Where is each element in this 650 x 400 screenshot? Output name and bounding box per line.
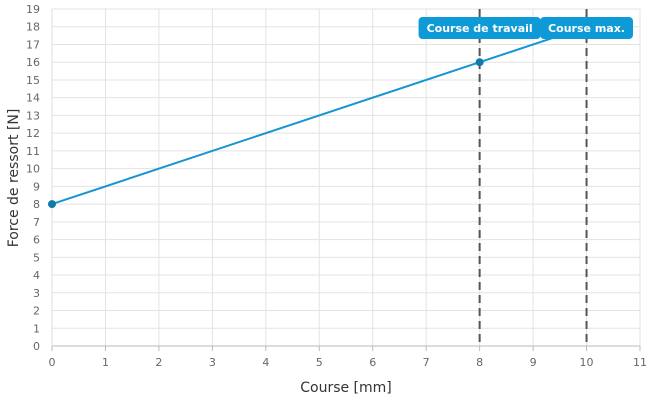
- grid: [51, 8, 641, 347]
- y-tick-label: 16: [26, 56, 40, 69]
- y-tick-label: 10: [26, 163, 40, 176]
- x-tick-label: 4: [262, 356, 269, 369]
- y-tick-label: 6: [33, 234, 40, 247]
- y-tick-label: 8: [33, 198, 40, 211]
- y-tick-label: 3: [33, 287, 40, 300]
- x-tick-label: 8: [476, 356, 483, 369]
- annotation-text: Course max.: [548, 22, 625, 35]
- tick-labels: 0 1 2 3 4 5 6 7 8 9 10 1101234567891011121314151617…: [26, 3, 647, 369]
- x-tick-label: 10: [580, 356, 594, 369]
- axes: [51, 9, 641, 351]
- y-tick-label: 0: [33, 340, 40, 353]
- y-tick-label: 5: [33, 251, 40, 264]
- y-tick-label: 2: [33, 305, 40, 318]
- y-tick-label: 4: [33, 269, 40, 282]
- annotation-box: [540, 17, 633, 39]
- y-tick-label: 11: [26, 145, 40, 158]
- x-tick-label: 2: [155, 356, 162, 369]
- series: [48, 25, 587, 209]
- annotation-text: Course de travail: [427, 22, 533, 35]
- x-tick-label: 6: [369, 356, 376, 369]
- x-axis-title: Course [mm]: [300, 380, 392, 396]
- annotation-box: [418, 17, 541, 39]
- y-tick-label: 13: [26, 109, 40, 122]
- data-point: [48, 200, 56, 209]
- annotation-label: Course max.: [540, 17, 633, 39]
- y-tick-label: 12: [26, 127, 40, 140]
- y-tick-label: 7: [33, 216, 40, 229]
- annotation-label: Course de travail: [418, 17, 541, 39]
- x-tick-label: 9: [530, 356, 537, 369]
- y-tick-label: 14: [26, 92, 40, 105]
- y-axis-title: Force de ressort [N]: [6, 109, 22, 248]
- x-tick-label: 5: [316, 356, 323, 369]
- y-tick-label: 1: [33, 322, 40, 335]
- x-tick-label: 1: [102, 356, 109, 369]
- y-tick-label: 15: [26, 74, 40, 87]
- y-tick-label: 9: [33, 180, 40, 193]
- x-tick-label: 11: [633, 356, 647, 369]
- annotations: Course de travail Course max.: [418, 17, 633, 39]
- data-point: [475, 58, 484, 67]
- y-tick-label: 18: [26, 21, 40, 34]
- x-tick-label: 3: [209, 356, 216, 369]
- y-tick-label: 17: [26, 38, 40, 51]
- x-tick-label: 0: [49, 356, 56, 369]
- y-tick-label: 19: [26, 3, 40, 16]
- x-tick-label: 7: [423, 356, 430, 369]
